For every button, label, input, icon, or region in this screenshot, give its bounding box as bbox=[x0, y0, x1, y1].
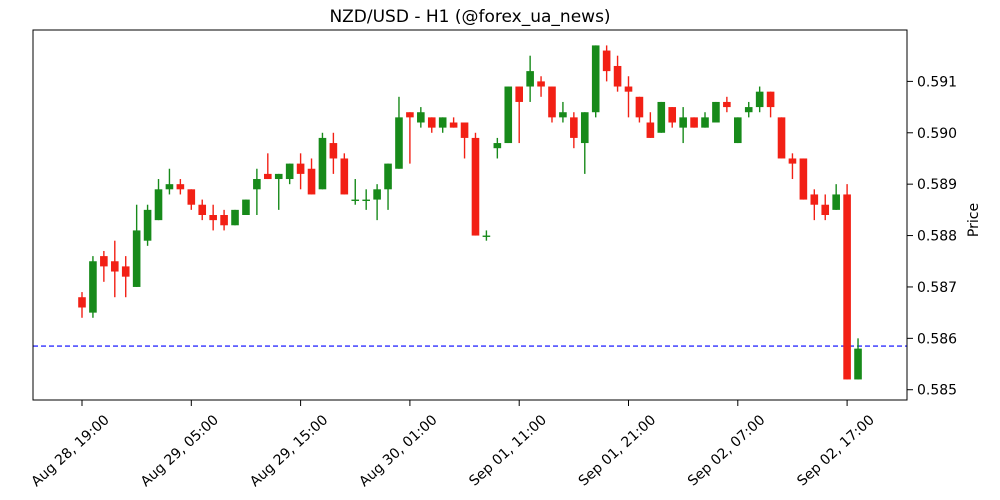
candle-body bbox=[482, 235, 491, 237]
candle-body bbox=[449, 122, 458, 128]
candle-body bbox=[198, 204, 207, 215]
axes-frame bbox=[32, 29, 908, 401]
candle-body bbox=[843, 194, 851, 380]
candle-body bbox=[307, 168, 316, 195]
candle-body bbox=[165, 184, 174, 190]
candle-body bbox=[624, 86, 633, 92]
candle-body bbox=[242, 199, 250, 215]
candle-body bbox=[537, 81, 545, 87]
candle-body bbox=[274, 173, 283, 180]
candle-body bbox=[832, 194, 840, 210]
y-tick-label: 0.590 bbox=[917, 126, 957, 142]
candle-body bbox=[744, 107, 753, 113]
candle-body bbox=[121, 266, 130, 277]
candle-body bbox=[154, 189, 163, 221]
candles-layer bbox=[78, 45, 862, 380]
candle-body bbox=[734, 117, 742, 144]
candle-body bbox=[657, 101, 666, 133]
candle-body bbox=[559, 112, 567, 118]
candle-body bbox=[810, 194, 819, 205]
candle-body bbox=[766, 91, 775, 108]
candle-body bbox=[89, 261, 97, 313]
candle-body bbox=[340, 158, 349, 195]
candle-body bbox=[690, 117, 698, 128]
candle-body bbox=[220, 215, 228, 226]
candle-body bbox=[395, 117, 403, 169]
candle-body bbox=[788, 158, 797, 164]
candle-body bbox=[351, 199, 360, 201]
candle-body bbox=[504, 86, 513, 144]
candle-body bbox=[799, 158, 808, 200]
candle-body bbox=[679, 117, 687, 128]
candle-body bbox=[548, 86, 556, 118]
candle-body bbox=[635, 96, 644, 118]
candle-body bbox=[296, 163, 305, 174]
candle-body bbox=[821, 204, 830, 215]
candle-body bbox=[231, 209, 239, 226]
candle-body bbox=[712, 101, 720, 123]
candle-body bbox=[777, 117, 786, 159]
candle-body bbox=[187, 189, 196, 205]
candle-body bbox=[176, 184, 185, 190]
candle-body bbox=[78, 297, 86, 308]
candle-body bbox=[329, 143, 338, 159]
candle-body bbox=[668, 107, 677, 123]
candle-body bbox=[132, 230, 141, 287]
candle-body bbox=[285, 163, 294, 180]
y-tick-label: 0.585 bbox=[917, 383, 957, 399]
y-tick-label: 0.591 bbox=[917, 74, 957, 90]
candle-body bbox=[110, 261, 119, 272]
candle-body bbox=[591, 45, 600, 113]
candle-body bbox=[493, 143, 502, 149]
candle-body bbox=[570, 117, 578, 138]
candle-body bbox=[701, 117, 709, 128]
candle-body bbox=[613, 65, 622, 87]
candle-body bbox=[264, 173, 272, 180]
chart-title: NZD/USD - H1 (@forex_ua_news) bbox=[329, 7, 610, 27]
candle-body bbox=[143, 209, 152, 241]
candle-body bbox=[100, 256, 108, 267]
candle-body bbox=[723, 101, 731, 108]
y-axis-title: Price bbox=[966, 203, 982, 237]
candle-body bbox=[515, 86, 523, 102]
candle-body bbox=[417, 112, 425, 123]
y-tick-label: 0.586 bbox=[917, 331, 957, 347]
candle-body bbox=[438, 117, 447, 128]
y-tick-label: 0.589 bbox=[917, 177, 957, 193]
candle-body bbox=[318, 137, 327, 190]
candle-body bbox=[406, 112, 414, 118]
y-tick-label: 0.587 bbox=[917, 280, 957, 296]
candle-body bbox=[646, 122, 655, 138]
candle-body bbox=[854, 348, 862, 380]
candle-body bbox=[427, 117, 436, 128]
candle-body bbox=[471, 137, 480, 236]
candle-body bbox=[755, 91, 764, 108]
candle-body bbox=[526, 71, 534, 87]
candle-body bbox=[362, 199, 370, 201]
candle-body bbox=[460, 122, 469, 138]
candle-body bbox=[384, 163, 392, 190]
candle-body bbox=[373, 189, 381, 200]
y-tick-label: 0.588 bbox=[917, 229, 957, 245]
candle-body bbox=[209, 215, 217, 221]
candle-body bbox=[602, 50, 611, 72]
candle-body bbox=[580, 112, 589, 144]
candle-body bbox=[253, 179, 261, 190]
